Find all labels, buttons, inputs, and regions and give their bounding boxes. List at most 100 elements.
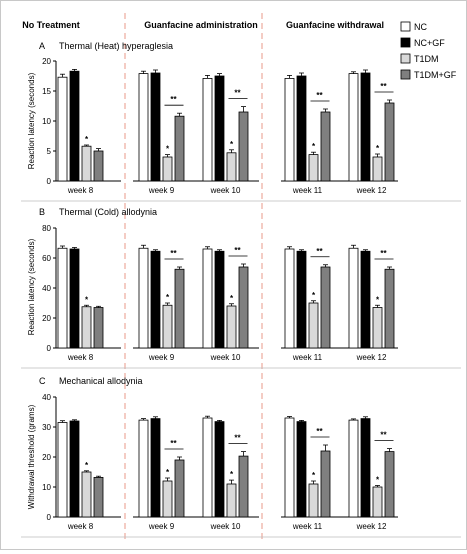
panel-c-bar-nc-week-9 [138,419,149,518]
panel-b-week-label: week 12 [356,353,387,362]
panel-c-week-label: week 11 [292,522,323,531]
panel-b-bar-nc-gf-week-9 [150,250,161,349]
panel-c-sig-star: * [85,461,89,470]
panel-c-sig-double-star: ** [234,434,241,443]
panel-c-bar-t1dm-gf-week-10 [238,455,249,518]
panel-b-bar-nc-week-8 [57,247,68,349]
panel-c-bar-nc-gf-week-12 [360,418,371,518]
panel-c-bar-nc-week-10 [202,417,213,518]
panel-b-sig-double-star: ** [234,246,241,255]
panel-a-bar-nc-gf-week-11 [296,75,307,182]
panel-b-bar-nc-week-9 [138,247,149,349]
panel-c-ylabel: Withdrawal threshold (grams) [27,404,36,509]
panel-c: C Mechanical allodynia Withdrawal thresh… [21,376,461,538]
panel-c-sig-star: * [312,471,316,480]
panel-a-week-label: week 11 [292,186,323,195]
panel-c-ytick-label: 40 [42,393,51,402]
panel-c-bar-t1dm-week-11 [308,483,319,518]
panel-c-sig-double-star: ** [316,427,323,436]
panel-c-ytick-label: 10 [42,483,51,492]
panel-c-title: Mechanical allodynia [59,376,143,386]
phase-dividers [124,13,263,541]
panel-a-bar-nc-gf-week-10 [214,75,225,182]
panel-b-ylabel: Reaction latency (seconds) [27,238,36,335]
panel-a-bar-t1dm-gf-week-10 [238,111,249,182]
panel-c-bar-t1dm-week-12 [372,486,383,518]
panel-b-sig-star: * [312,291,316,300]
panel-c-ytick-label: 30 [42,423,51,432]
legend: NC NC+GF T1DM T1DM+GF [400,21,457,80]
panel-c-bar-nc-gf-week-8 [69,420,80,518]
panel-b-week-label: week 8 [67,353,94,362]
panel-c-sig-star: * [376,476,380,485]
panel-c-bar-t1dm-week-9 [162,480,173,518]
panel-c-week-label: week 10 [210,522,241,531]
panel-b-bar-nc-gf-week-11 [296,250,307,349]
panel-c-week-label: week 12 [356,522,387,531]
panel-b-ytick-label: 40 [42,284,51,293]
panel-b-sig-double-star: ** [316,247,323,256]
legend-swatch-nc-gf [400,37,411,48]
panel-c-bar-nc-gf-week-10 [214,421,225,518]
panel-c-ytick-label: 0 [47,513,52,522]
panel-c-sig-star: * [230,470,234,479]
panel-a-sig-double-star: ** [170,95,177,104]
panel-a-ytick-label: 0 [47,177,52,186]
panel-a-bar-t1dm-gf-week-9 [174,115,185,182]
panel-b-sig-double-star: ** [170,249,177,258]
panel-a-bar-nc-week-10 [202,78,213,182]
panel-a-bar-t1dm-week-10 [226,152,237,182]
panel-a-sig-star: * [85,135,89,144]
panel-b-letter: B [39,207,45,217]
panel-a: A Thermal (Heat) hyperaglesia Reaction l… [21,41,461,202]
panel-b-bar-t1dm-week-11 [308,302,319,349]
panel-c-bar-t1dm-week-10 [226,483,237,518]
panel-c-bar-t1dm-gf-week-9 [174,459,185,518]
panel-a-title: Thermal (Heat) hyperaglesia [59,41,173,51]
panel-a-week-label: week 9 [148,186,175,195]
panel-c-sig-double-star: ** [380,431,387,440]
panel-b-bar-t1dm-gf-week-8 [93,307,104,349]
panel-a-letter: A [39,41,45,51]
panel-c-sig-double-star: ** [170,439,177,448]
panel-b-bar-t1dm-gf-week-10 [238,266,249,349]
panel-b-bar-t1dm-week-12 [372,307,383,349]
panel-a-ytick-label: 5 [47,147,52,156]
panel-a-bar-nc-week-12 [348,73,359,182]
panel-b-sig-double-star: ** [380,249,387,258]
panel-c-bar-nc-gf-week-11 [296,421,307,518]
panel-a-bar-nc-gf-week-9 [150,72,161,182]
panel-b-sig-star: * [230,294,234,303]
panel-c-bar-nc-gf-week-9 [150,418,161,518]
panel-b-ytick-label: 0 [47,344,52,353]
panel-a-bar-t1dm-week-12 [372,156,383,182]
panel-b-sig-star: * [376,295,380,304]
panel-a-bar-t1dm-gf-week-8 [93,150,104,182]
panel-a-sig-star: * [376,144,380,153]
panel-b-bar-t1dm-week-8 [81,306,92,349]
panel-b-bar-nc-gf-week-8 [69,248,80,349]
panel-b-bar-nc-week-11 [284,248,295,349]
panel-b-bar-t1dm-gf-week-12 [384,268,395,349]
legend-label-t1dm: T1DM [414,54,439,64]
legend-swatch-nc [400,21,411,32]
panel-a-sig-double-star: ** [234,89,241,98]
panel-b-ytick-label: 80 [42,224,51,233]
panel-a-sig-star: * [230,140,234,149]
panel-c-bar-nc-week-12 [348,419,359,518]
panel-a-ytick-label: 10 [42,117,51,126]
panel-b-week-label: week 11 [292,353,323,362]
phase-label-guanfacine-withdrawal: Guanfacine withdrawal [286,20,384,30]
panel-a-sig-double-star: ** [380,82,387,91]
panel-b-bar-t1dm-gf-week-11 [320,266,331,349]
panel-a-bar-nc-week-9 [138,73,149,182]
panel-c-bar-nc-week-11 [284,417,295,518]
panel-b-week-label: week 9 [148,353,175,362]
panel-a-ytick-label: 20 [42,57,51,66]
panel-c-bar-nc-week-8 [57,422,68,518]
panel-c-sig-star: * [166,468,170,477]
panel-c-ytick-label: 20 [42,453,51,462]
panel-a-week-label: week 8 [67,186,94,195]
